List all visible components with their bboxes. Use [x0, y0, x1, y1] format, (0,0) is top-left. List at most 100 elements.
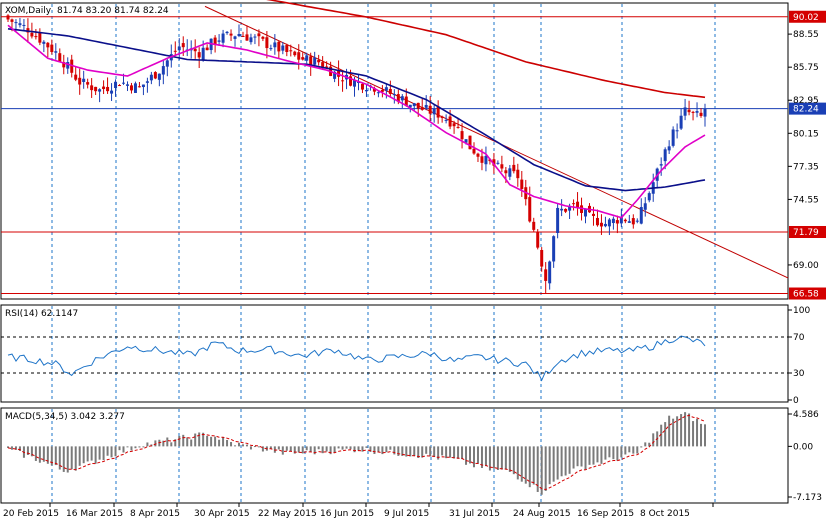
- macd-bar: [429, 446, 432, 457]
- candle-body: [193, 48, 197, 52]
- price-tag: [789, 10, 826, 23]
- candle-body: [679, 115, 683, 129]
- candle-body: [384, 87, 388, 91]
- macd-bar: [317, 446, 320, 450]
- macd-bar: [369, 446, 372, 452]
- macd-bar: [86, 446, 89, 462]
- price-tick-label: 77.35: [793, 162, 819, 172]
- candle-body: [428, 105, 432, 114]
- candle-body: [22, 24, 26, 26]
- macd-bar: [337, 446, 340, 449]
- macd-bar: [218, 439, 221, 447]
- candle-body: [6, 15, 10, 20]
- macd-bar: [66, 446, 69, 473]
- macd-bar: [480, 446, 483, 469]
- candle-body: [197, 52, 201, 58]
- date-tick-label: 9 Jul 2015: [384, 509, 429, 519]
- macd-bar: [305, 446, 308, 451]
- candle-body: [611, 218, 615, 224]
- candle-body: [468, 135, 472, 150]
- macd-bar: [461, 446, 464, 460]
- candle-body: [556, 207, 560, 233]
- candle-body: [675, 130, 679, 132]
- macd-bar: [106, 446, 109, 456]
- candle-body: [584, 209, 588, 217]
- candle-body: [205, 47, 209, 51]
- candle-body: [595, 217, 599, 226]
- candle-body: [241, 35, 245, 37]
- candle-body: [695, 111, 699, 113]
- rsi-label: RSI(14) 62.1147: [5, 309, 78, 319]
- macd-label: MACD(5,34,5) 3.042 3.277: [5, 412, 125, 422]
- macd-bar: [664, 422, 667, 447]
- macd-bar: [457, 446, 460, 459]
- macd-bar: [592, 446, 595, 465]
- candle-body: [576, 201, 580, 208]
- candle-body: [540, 249, 544, 267]
- candle-body: [568, 205, 572, 211]
- candle-body: [277, 41, 281, 52]
- candle-body: [460, 131, 464, 140]
- candle-body: [129, 85, 133, 91]
- macd-bar: [492, 446, 495, 469]
- candle-body: [309, 56, 313, 66]
- candle-body: [500, 164, 504, 169]
- macd-bar: [608, 446, 611, 458]
- macd-bar: [222, 437, 225, 447]
- candle-body: [14, 22, 18, 24]
- macd-bar: [269, 446, 272, 449]
- macd-bar: [496, 446, 499, 470]
- moving-average-line: [7, 24, 706, 219]
- macd-bar: [234, 445, 237, 447]
- macd-bar: [504, 446, 507, 470]
- macd-panel: [0, 407, 789, 504]
- macd-bar: [365, 446, 368, 448]
- macd-bar: [333, 446, 336, 453]
- candle-body: [552, 236, 556, 262]
- macd-bar: [257, 446, 260, 448]
- macd-bar: [524, 446, 527, 484]
- candle-body: [10, 19, 14, 22]
- candle-body: [480, 156, 484, 163]
- chart-ohlc-label: 81.74 83.20 81.74 82.24: [57, 6, 169, 16]
- candle-body: [627, 221, 631, 223]
- candle-body: [516, 169, 520, 179]
- macd-bar: [226, 439, 229, 447]
- price-tag: [789, 287, 826, 300]
- candle-body: [560, 208, 564, 211]
- candle-body: [341, 80, 345, 82]
- macd-bar: [146, 442, 149, 447]
- date-tick-label: 8 Apr 2015: [130, 509, 180, 519]
- candle-body: [313, 57, 317, 65]
- macd-bar: [214, 436, 217, 447]
- candle-body: [512, 164, 516, 172]
- candle-body: [691, 111, 695, 113]
- macd-bar: [50, 446, 53, 466]
- price-tag: [789, 102, 826, 115]
- candle-body: [90, 85, 94, 91]
- macd-bar: [74, 446, 77, 471]
- macd-bar: [588, 446, 591, 465]
- candle-body: [615, 220, 619, 224]
- candle-body: [416, 102, 420, 109]
- macd-bar: [405, 446, 408, 457]
- candle-body: [643, 203, 647, 210]
- macd-bar: [417, 446, 420, 458]
- macd-bar: [564, 446, 567, 476]
- candle-body: [285, 45, 289, 53]
- macd-bar: [628, 446, 631, 453]
- candle-body: [125, 84, 129, 86]
- candle-body: [659, 164, 663, 166]
- macd-bar: [190, 439, 193, 447]
- candle-body: [217, 40, 221, 42]
- candle-body: [157, 73, 161, 80]
- macd-bar: [572, 446, 575, 469]
- candle-body: [141, 84, 145, 88]
- macd-bar: [198, 432, 201, 447]
- candle-body: [221, 33, 225, 43]
- macd-bar: [660, 424, 663, 447]
- candle-body: [305, 55, 309, 61]
- macd-bar: [700, 423, 703, 447]
- candle-body: [249, 37, 253, 43]
